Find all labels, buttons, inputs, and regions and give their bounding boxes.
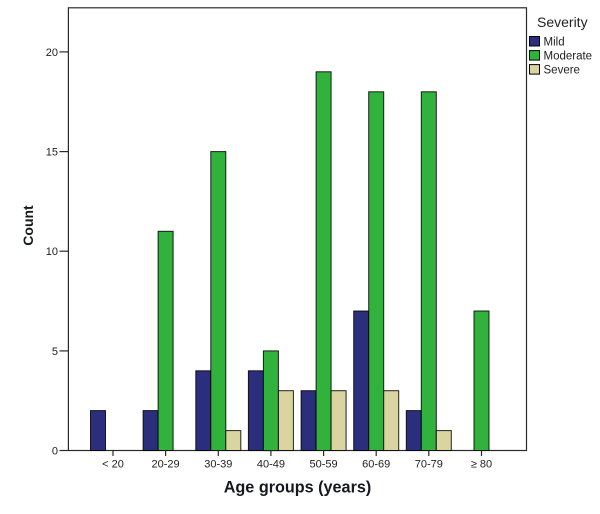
- svg-text:60-69: 60-69: [362, 459, 390, 471]
- svg-text:20-29: 20-29: [152, 459, 180, 471]
- svg-text:≥ 80: ≥ 80: [471, 459, 492, 471]
- svg-text:5: 5: [52, 346, 58, 358]
- svg-text:Severe: Severe: [544, 65, 580, 77]
- svg-text:Mild: Mild: [544, 37, 565, 49]
- svg-text:Age groups (years): Age groups (years): [224, 479, 372, 497]
- svg-text:70-79: 70-79: [415, 459, 443, 471]
- svg-text:Count: Count: [20, 205, 36, 246]
- svg-text:15: 15: [46, 147, 58, 159]
- svg-text:20: 20: [46, 47, 58, 59]
- svg-text:< 20: < 20: [102, 459, 124, 471]
- svg-text:40-49: 40-49: [257, 459, 285, 471]
- svg-text:Severity: Severity: [537, 14, 588, 30]
- svg-text:50-59: 50-59: [310, 459, 338, 471]
- svg-text:0: 0: [52, 446, 58, 458]
- svg-text:10: 10: [46, 246, 58, 258]
- svg-text:Moderate: Moderate: [544, 51, 593, 63]
- svg-text:30-39: 30-39: [204, 459, 232, 471]
